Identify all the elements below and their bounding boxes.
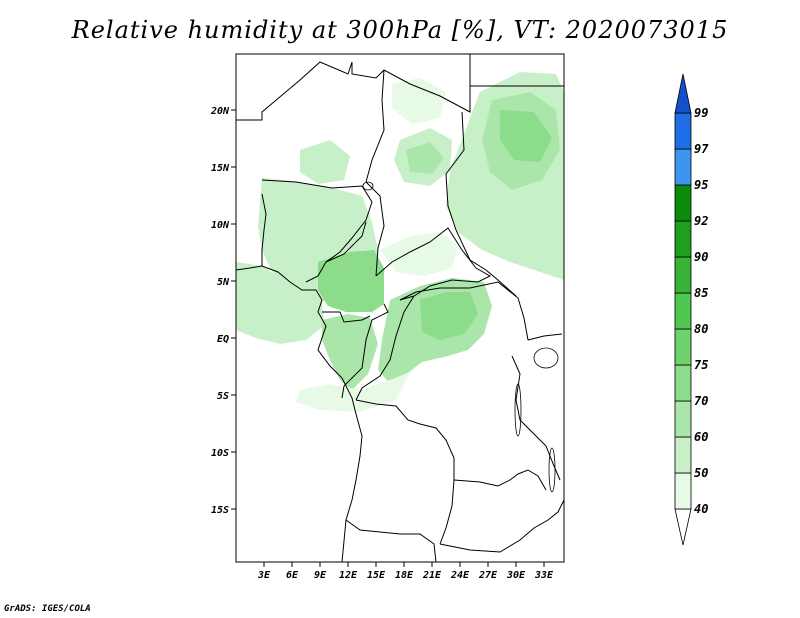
colorbar-seg-7 [674,256,692,294]
colorbar-label-85: 85 [694,286,708,300]
lon-label-24e: 24E [450,570,470,581]
lon-label-30e: 30E [506,570,526,581]
colorbar-label-95: 95 [694,178,708,192]
border-tanzania [527,333,563,341]
lat-label-10s: 10S [211,448,229,459]
map-frame [235,53,565,563]
humidity-field [236,72,564,412]
lake-tanganyika [514,383,522,437]
lakes [362,181,559,493]
colorbar-label-50: 50 [694,466,708,480]
humidity-area-congo-core [420,292,478,340]
colorbar-label-75: 75 [694,358,708,372]
border-niger-libya [351,54,471,113]
border-drc-west [355,295,415,401]
colorbar-seg-9 [674,184,692,222]
lon-label-21e: 21E [422,570,442,581]
grads-credit: GrADS: IGES/COLA [4,604,91,614]
border-gabon [322,311,371,323]
lat-label-15s: 15S [211,505,229,516]
border-zambia [453,469,547,491]
colorbar-label-99: 99 [694,106,708,120]
lon-label-18e: 18E [395,570,414,581]
humidity-area-central [380,232,458,276]
border-angola-east [439,479,455,545]
lat-label-5s: 5S [217,391,229,402]
colorbar-label-60: 60 [694,430,708,444]
humidity-area-cameroon [318,250,384,312]
lake-victoria [533,347,559,369]
humidity-area-sudan-core [406,142,444,174]
colorbar-seg-4 [674,364,692,402]
lat-label-10n: 10N [211,220,230,231]
border-sudan-east [445,111,517,297]
colorbar-label-97: 97 [694,142,709,156]
lat-label-eq: EQ [217,334,229,345]
lake-malawi [548,447,556,493]
border-east-lakes [511,355,561,481]
coastline-west [236,265,363,562]
colorbar-seg-0 [674,508,692,546]
lon-label-6e: 6E [286,570,299,581]
colorbar-seg-10 [674,148,692,186]
lake-chad [362,181,374,191]
border-mozambique [439,499,564,553]
colorbar-seg-11 [674,112,692,150]
lon-label-33e: 33E [534,570,554,581]
lat-label-15n: 15N [211,163,230,174]
humidity-area-ethiopia [500,110,552,162]
lat-axis: 20N 15N 10N 5N EQ 5S 10S 15S [210,106,236,516]
colorbar: 40 50 60 70 75 80 85 90 92 95 97 99 [674,73,709,546]
colorbar-label-40: 40 [694,502,708,516]
humidity-area-gabon [322,314,378,390]
lon-label-9e: 9E [314,570,327,581]
border-benin-togo [261,193,267,266]
colorbar-label-80: 80 [694,322,708,336]
humidity-area-sahara [392,78,446,124]
colorbar-seg-3 [674,400,692,438]
humidity-area-south [296,372,410,412]
lon-label-12e: 12E [339,570,358,581]
border-congo [341,303,389,399]
colorbar-seg-5 [674,328,692,366]
lon-label-15e: 15E [367,570,386,581]
border-cameroon [325,221,367,263]
colorbar-seg-12 [674,73,692,114]
border-nigeria [261,179,373,283]
border-mali-niger [236,61,353,121]
border-angola-north [355,399,455,480]
lon-label-3e: 3E [257,570,271,581]
border-drc-north [399,281,529,341]
lon-axis: 3E 6E 9E 12E 15E 18E 21E 24E 27E 30E 33E [257,562,554,581]
colorbar-label-70: 70 [694,394,708,408]
colorbar-label-90: 90 [694,250,708,264]
lat-label-20n: 20N [210,106,230,117]
colorbar-seg-8 [674,220,692,258]
lon-label-27e: 27E [478,570,498,581]
colorbar-seg-6 [674,292,692,330]
humidity-area-north [300,140,350,184]
map-title: Relative humidity at 300hPa [%], VT: 202… [71,16,729,44]
lat-label-5n: 5N [217,277,230,288]
border-car [375,227,492,301]
colorbar-seg-1 [674,472,692,510]
border-angola-south [345,519,437,562]
colorbar-seg-2 [674,436,692,474]
humidity-area-coast [236,262,324,344]
colorbar-label-92: 92 [694,214,708,228]
